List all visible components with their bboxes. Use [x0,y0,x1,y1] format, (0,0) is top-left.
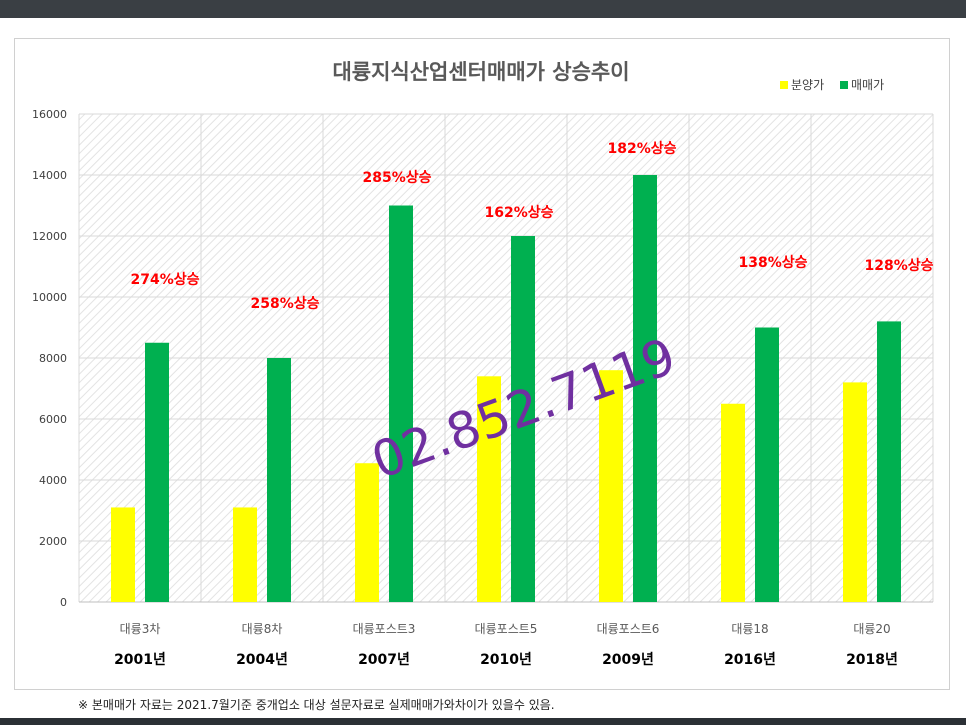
year-label: 2018년 [846,652,898,668]
y-tick-label: 14000 [32,169,67,182]
chart-legend: 분양가 매매가 [780,78,884,92]
footnote: ※ 본매매가 자료는 2021.7월기준 중개업소 대상 설문자료로 실제매매가… [78,698,555,712]
bar-sale-3 [389,205,413,602]
bar-presale-7 [843,382,867,602]
x-tick-label: 대륭18 [731,622,768,636]
bar-presale-1 [111,507,135,602]
increase-annotation: 274%상승 [130,272,199,288]
y-tick-label: 8000 [39,352,67,365]
bar-presale-6 [721,403,745,602]
y-tick-label: 10000 [32,291,67,304]
bar-sale-6 [755,327,779,602]
bar-sale-2 [267,358,291,602]
y-tick-label: 4000 [39,474,67,487]
bar-presale-4 [477,376,501,602]
x-tick-label: 대륭8차 [242,622,283,636]
year-label: 2010년 [480,652,532,668]
y-tick-label: 0 [60,596,67,609]
x-tick-label: 대륭포스트3 [353,622,416,636]
legend-label: 매매가 [851,78,884,92]
bar-sale-1 [145,342,169,602]
increase-annotation: 182%상승 [607,141,676,157]
bar-sale-5 [633,175,657,602]
bar-chart: 0 2000 4000 6000 8000 10000 12000 14000 16000 대륭3… [32,60,934,668]
x-tick-label: 대륭20 [853,622,890,636]
year-label: 2016년 [724,652,776,668]
increase-annotation: 162%상승 [484,205,553,221]
legend-swatch [840,81,848,89]
bar-sale-4 [511,236,535,602]
increase-annotation: 258%상승 [250,296,319,312]
legend-swatch [780,81,788,89]
year-label: 2009년 [602,652,654,668]
y-tick-label: 12000 [32,230,67,243]
y-tick-label: 2000 [39,535,67,548]
year-label: 2007년 [358,652,410,668]
x-tick-label: 대륭포스트6 [597,622,660,636]
bar-sale-7 [877,321,901,602]
bar-presale-2 [233,507,257,602]
x-tick-label: 대륭포스트5 [475,622,538,636]
bar-presale-3 [355,463,379,602]
y-tick-label: 6000 [39,413,67,426]
chart-title: 대륭지식산업센터매매가 상승추이 [332,60,629,84]
legend-label: 분양가 [791,78,824,92]
chart-area: 0 2000 4000 6000 8000 10000 12000 14000 16000 대륭3… [14,38,950,690]
increase-annotation: 128%상승 [864,258,933,274]
increase-annotation: 138%상승 [738,255,807,271]
y-tick-label: 16000 [32,108,67,121]
x-tick-label: 대륭3차 [120,622,161,636]
year-label: 2001년 [114,652,166,668]
increase-annotation: 285%상승 [362,170,431,186]
slide: 0 2000 4000 6000 8000 10000 12000 14000 16000 대륭3… [0,18,966,718]
bar-presale-5 [599,370,623,602]
year-label: 2004년 [236,652,288,668]
